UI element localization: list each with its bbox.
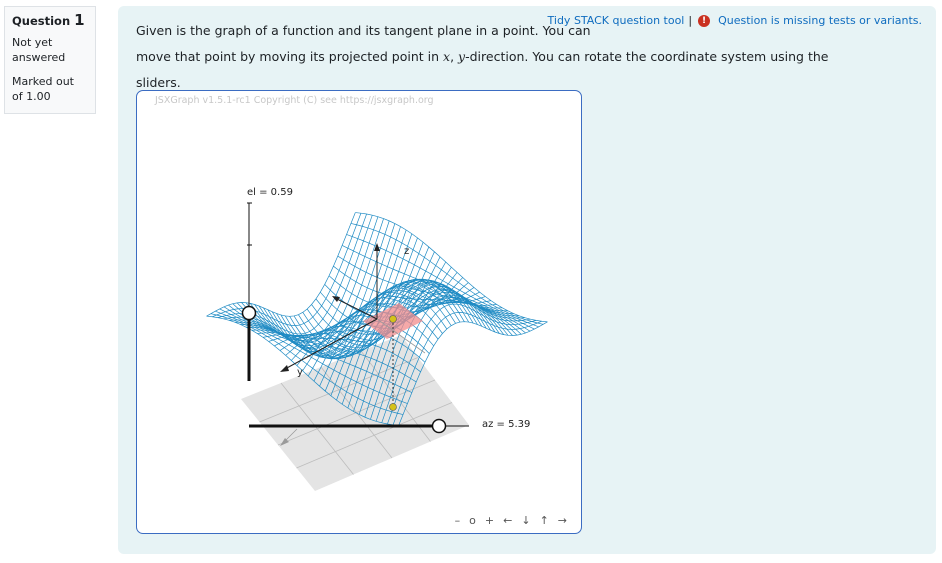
zoom-in-button[interactable]: +: [485, 514, 494, 527]
mesh-line: [246, 224, 395, 358]
jsxgraph-copyright: JSXGraph v1.5.1-rc1 Copyright (C) see ht…: [155, 95, 434, 106]
board-navigation: – o + ← ↓ ↑ →: [455, 514, 567, 527]
question-number: Question 1: [12, 13, 88, 29]
question-info: Question 1 Not yet answered Marked out o…: [4, 6, 96, 114]
question-number-value: 1: [74, 11, 84, 29]
azimuth-label: az = 5.39: [482, 419, 530, 430]
zoom-reset-button[interactable]: o: [469, 514, 476, 527]
question-content: Tidy STACK question tool | ! Question is…: [118, 6, 936, 554]
pan-up-button[interactable]: ↑: [540, 514, 549, 527]
zoom-out-button[interactable]: –: [455, 514, 461, 527]
question-line-2: move that point by moving its projected …: [136, 44, 836, 96]
surface-point[interactable]: [390, 316, 397, 323]
jsxgraph-board[interactable]: JSXGraph v1.5.1-rc1 Copyright (C) see ht…: [136, 90, 582, 534]
el-slider-handle[interactable]: [243, 307, 256, 320]
math-x: x: [443, 49, 450, 64]
mesh-line: [207, 213, 356, 317]
graph-canvas[interactable]: [137, 91, 582, 534]
elevation-label: el = 0.59: [247, 187, 293, 198]
pan-down-button[interactable]: ↓: [521, 514, 530, 527]
question-state: Not yet answered: [12, 35, 88, 65]
question-grade: Marked out of 1.00: [12, 74, 88, 104]
math-comma: ,: [450, 49, 454, 64]
pan-left-button[interactable]: ←: [503, 514, 512, 527]
line2-part-a: move that point by moving its projected …: [136, 49, 439, 64]
question-line-1: Given is the graph of a function and its…: [136, 18, 836, 44]
question-label: Question: [12, 14, 70, 28]
projected-point[interactable]: [390, 404, 397, 411]
mesh-line: [212, 213, 361, 325]
y-axis-label: y: [297, 367, 303, 378]
pan-right-button[interactable]: →: [558, 514, 567, 527]
mesh-line: [235, 219, 384, 353]
z-axis-label: z: [404, 246, 409, 257]
az-slider-handle[interactable]: [433, 420, 446, 433]
y-axis-arrow: [280, 365, 289, 372]
